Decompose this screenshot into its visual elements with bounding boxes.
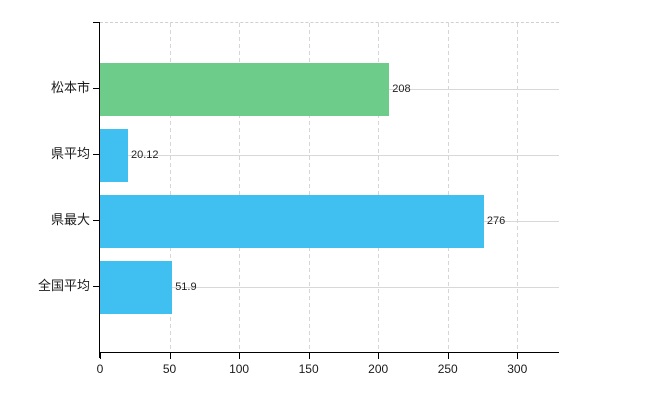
category-label: 県最大 (50, 212, 90, 227)
vertical-gridline (447, 23, 449, 353)
category-label: 松本市 (50, 80, 90, 95)
bar-value-label: 276 (486, 215, 506, 227)
bar-value-label: 20.12 (130, 149, 159, 161)
horizontal-gridline (100, 155, 559, 156)
x-tick-label: 150 (298, 362, 319, 376)
bar-value-label: 51.9 (175, 281, 197, 293)
horizontal-gridline (100, 287, 559, 288)
x-axis-tick (308, 353, 310, 359)
x-tick-label: 200 (368, 362, 389, 376)
y-axis-tick (93, 286, 100, 287)
x-axis-tick (100, 353, 101, 359)
y-axis-tick (93, 220, 100, 221)
x-tick-label: 300 (507, 362, 528, 376)
bar-3 (100, 195, 484, 248)
category-label: 県平均 (50, 146, 90, 161)
vertical-gridline (308, 23, 310, 353)
y-axis (99, 22, 100, 358)
x-axis-tick (378, 353, 380, 359)
bar-1 (100, 63, 390, 116)
category-label: 全国平均 (37, 278, 90, 293)
x-axis-tick (517, 353, 519, 359)
x-tick-label: 0 (96, 362, 104, 376)
vertical-gridline (239, 23, 241, 353)
plot-area: 208 20.12 276 51.9 (100, 22, 559, 353)
x-tick-label: 100 (229, 362, 250, 376)
vertical-gridline (517, 23, 519, 353)
x-axis (100, 352, 559, 353)
x-axis-tick (169, 353, 171, 359)
x-tick-label: 50 (162, 362, 177, 376)
vertical-gridline (169, 23, 171, 353)
x-axis-tick (447, 353, 449, 359)
x-tick-label: 250 (437, 362, 458, 376)
bar-4 (100, 261, 173, 314)
y-axis-tick (93, 88, 100, 89)
y-axis-end-tick (93, 22, 100, 23)
vertical-gridline (378, 23, 380, 353)
y-axis-tick (93, 154, 100, 155)
bar-2 (100, 129, 128, 182)
bar-value-label: 208 (392, 83, 411, 95)
x-axis-tick (239, 353, 241, 359)
